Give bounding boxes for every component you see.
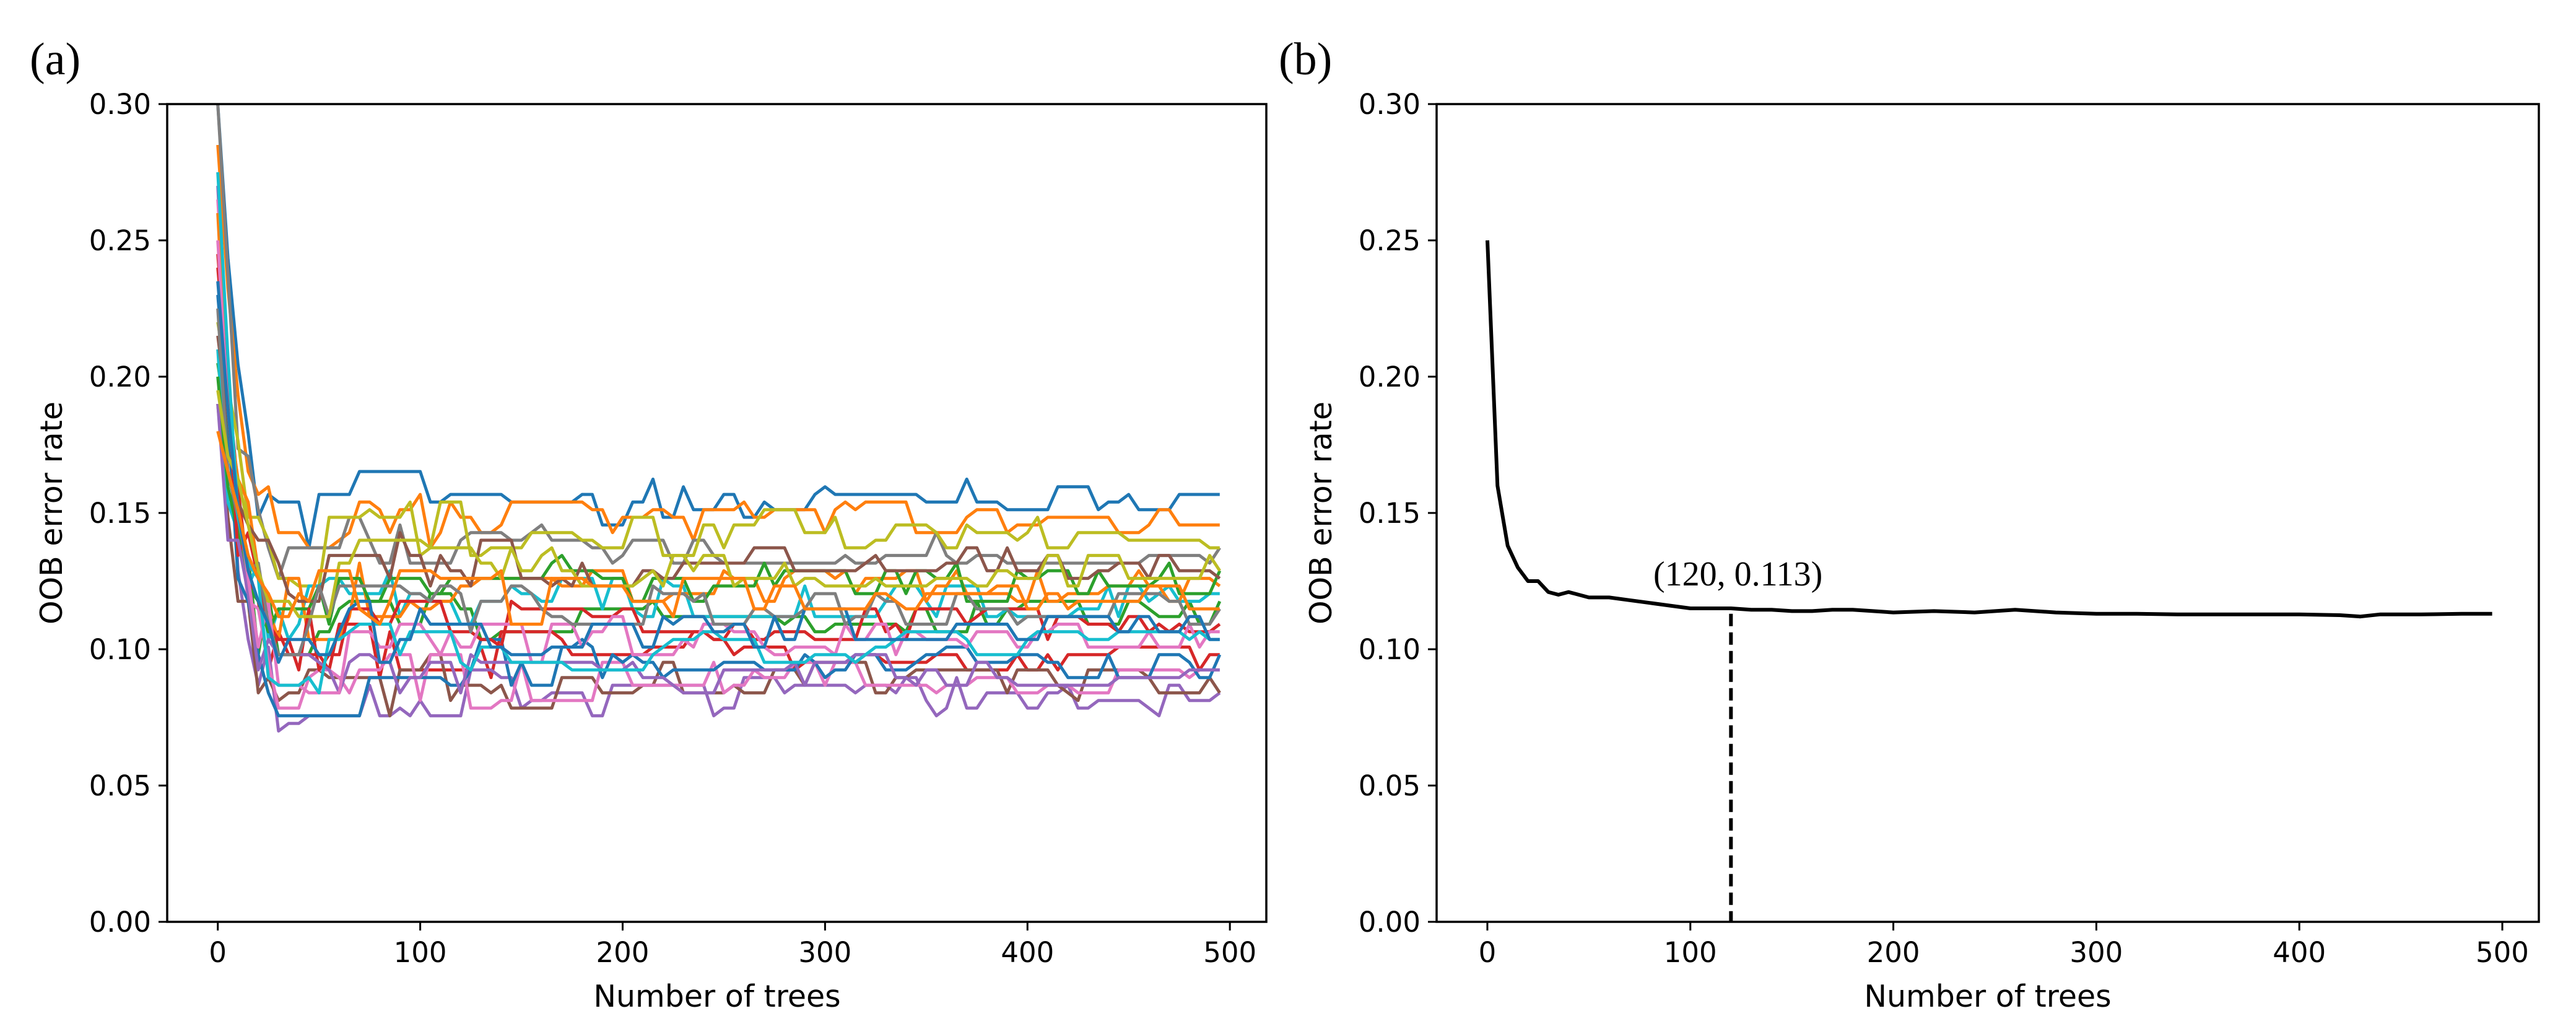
panel-b-y-axis-label: OOB error rate [1303,401,1339,624]
panel-a-plot-frame [166,103,1268,923]
panel-a-y-tick-label: 0.05 [89,769,151,802]
panel-a-x-tick-label: 0 [209,936,227,969]
panel-a-series-group [216,104,1222,733]
panel-a-series-line [216,172,1220,694]
panel-a-series-line [216,185,1221,733]
panel-b-x-tick-label: 500 [2476,936,2529,969]
panel-b-mean-line [1486,240,2492,619]
panel-b: (b) 0 100 200 300 400 500 0.00 0.05 0.10 0.15 0.2… [1279,34,2540,1014]
panel-b-x-axis-label: Number of trees [1864,979,2111,1014]
panel-a-x-tick-label: 500 [1203,936,1256,969]
panel-a-y-axis-label: OOB error rate [34,401,69,624]
panel-a-label: (a) [30,34,80,85]
panel-a: (a) 0 100 200 300 400 500 0.00 0.05 0.10 0.15 0.2… [30,34,1268,1014]
panel-b-x-tick-label: 0 [1479,936,1497,969]
panel-b-x-tick-label: 200 [1867,936,1920,969]
panel-b-y-tick-label: 0.10 [1359,633,1421,666]
panel-b-y-tick-label: 0.25 [1359,224,1421,257]
panel-b-x-tick-label: 400 [2273,936,2326,969]
panel-a-series-line [216,104,1220,550]
panel-a-series-line [216,144,1220,550]
panel-a-y-tick-label: 0.30 [89,88,151,121]
panel-a-series-line [216,403,1221,717]
panel-a-y-tick-label: 0.25 [89,224,151,257]
panel-a-series-line [216,104,1221,580]
panel-b-annotation: (120, 0.113) [1653,555,1822,593]
panel-b-label: (b) [1279,34,1332,85]
panel-b-y-tick-label: 0.30 [1359,88,1421,121]
panel-b-y-ticks: 0.00 0.05 0.10 0.15 0.20 0.25 0.30 [1359,88,1437,939]
panel-b-series-group [1486,240,2492,922]
panel-b-y-tick-label: 0.05 [1359,769,1421,802]
panel-b-plot-frame [1435,103,2540,923]
panel-a-y-tick-label: 0.00 [89,906,151,939]
panel-a-x-tick-label: 400 [1001,936,1054,969]
panel-a-series-line [216,335,1221,603]
panel-a-series-line [216,281,1220,664]
panel-b-x-ticks: 0 100 200 300 400 500 [1479,922,2529,969]
panel-a-x-tick-label: 300 [798,936,851,969]
panel-a-series-line [216,294,1222,717]
panel-b-y-tick-label: 0.20 [1359,361,1421,393]
panel-b-x-tick-label: 300 [2069,936,2123,969]
panel-a-y-tick-label: 0.10 [89,633,151,666]
panel-a-series-line [216,431,1220,626]
panel-b-x-tick-label: 100 [1664,936,1717,969]
panel-b-y-tick-label: 0.00 [1359,906,1421,939]
panel-a-series-line [216,322,1220,588]
panel-a-y-tick-label: 0.20 [89,361,151,393]
panel-a-y-tick-label: 0.15 [89,497,151,530]
panel-b-y-tick-label: 0.15 [1359,497,1421,530]
panel-a-x-tick-label: 100 [394,936,447,969]
panel-a-x-ticks: 0 100 200 300 400 500 [209,922,1256,969]
panel-a-x-axis-label: Number of trees [593,979,840,1014]
panel-a-y-ticks: 0.00 0.05 0.10 0.15 0.20 0.25 0.30 [89,88,167,939]
panel-a-series-line [216,376,1222,634]
panel-a-x-tick-label: 200 [596,936,650,969]
panel-a-series-line [216,390,1221,618]
